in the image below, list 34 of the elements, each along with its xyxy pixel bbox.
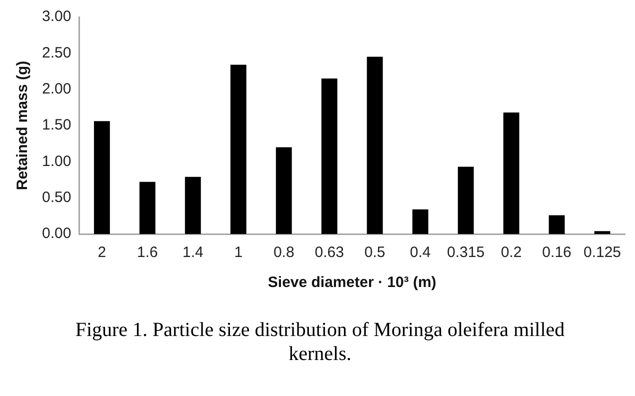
bar: [321, 78, 338, 234]
bar: [503, 112, 520, 234]
x-tick-label: 0.8: [273, 244, 294, 262]
y-tick-label: 0.00: [42, 225, 72, 242]
x-tick-label: 0.125: [583, 244, 622, 262]
y-tick-label: 2.50: [42, 44, 72, 62]
bar: [458, 166, 474, 234]
x-tick-label: 1: [234, 244, 243, 262]
y-tick-label: 1.50: [42, 116, 72, 134]
x-tick-label: 1.6: [136, 244, 158, 262]
bar: [184, 176, 201, 234]
x-tick-label: 0.315: [447, 244, 485, 262]
bar: [276, 147, 292, 234]
y-tick-label: 3.00: [42, 8, 72, 26]
y-tick-label: 0.50: [42, 188, 72, 206]
x-tick-label: 0.4: [410, 244, 431, 262]
x-tick-label: 0.63: [314, 244, 344, 262]
x-tick-label: 0.16: [542, 244, 572, 262]
bar: [594, 231, 610, 234]
bar: [94, 121, 110, 234]
caption: Figure 1. Particle size distribution of Moringa oleifera milled kernels.: [74, 318, 566, 366]
y-tick-label: 1.00: [42, 152, 72, 170]
x-axis-title: Sieve diameter · 10³ (m): [268, 274, 436, 292]
bar: [548, 215, 565, 234]
bar: [366, 56, 383, 234]
y-axis-title: Retained mass (g): [14, 60, 32, 190]
bar: [139, 182, 156, 234]
y-tick-label: 2.00: [42, 80, 72, 98]
x-tick-label: 0.5: [364, 244, 386, 262]
x-tick-label: 2: [98, 244, 106, 262]
x-tick-label: 0.2: [500, 244, 522, 262]
bar: [230, 64, 246, 234]
bar: [412, 209, 428, 234]
x-tick-label: 1.4: [182, 244, 204, 262]
